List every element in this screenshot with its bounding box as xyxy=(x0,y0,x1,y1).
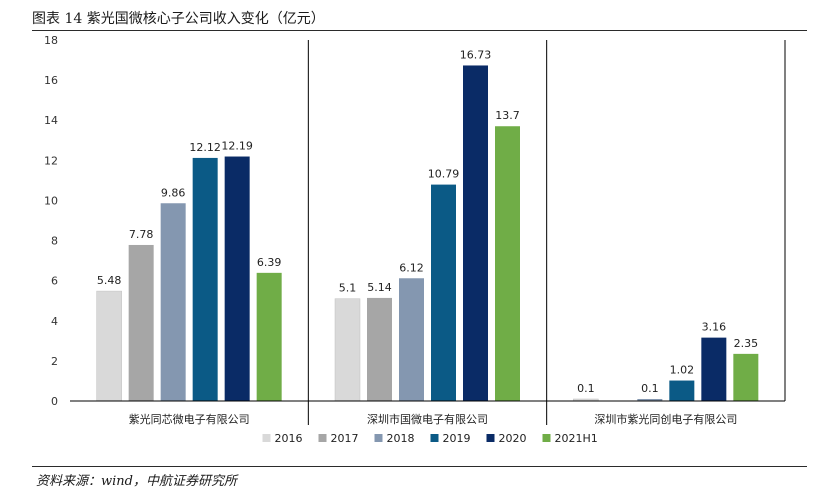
y-tick-label: 8 xyxy=(51,235,58,248)
y-tick-label: 2 xyxy=(51,355,58,368)
top-rule xyxy=(32,30,807,31)
data-label: 2.35 xyxy=(734,337,759,350)
category-label: 紫光同芯微电子有限公司 xyxy=(129,412,250,426)
data-label: 12.19 xyxy=(221,140,253,153)
legend-label: 2021H1 xyxy=(555,432,598,445)
bar-2021H1-2 xyxy=(495,126,520,401)
legend-swatch-2020 xyxy=(486,434,495,442)
y-tick-label: 0 xyxy=(51,395,58,408)
source-note: 资料来源：wind，中航证券研究所 xyxy=(36,474,237,489)
data-label: 0.1 xyxy=(641,382,659,395)
bar-2020-3 xyxy=(701,337,727,401)
legend-swatch-2021H1 xyxy=(542,434,551,442)
legend-label: 2018 xyxy=(387,432,415,445)
bar-2021H1-1 xyxy=(256,272,282,401)
bottom-rule xyxy=(32,466,807,467)
y-tick-label: 18 xyxy=(44,34,58,47)
bar-2019-2 xyxy=(431,184,456,401)
bar-2016-1 xyxy=(96,290,122,402)
legend-label: 2017 xyxy=(331,432,359,445)
bar-2018-1 xyxy=(160,203,186,401)
figure-title: 图表 14 紫光国微核心子公司收入变化（亿元） xyxy=(32,11,325,27)
legend-swatch-2018 xyxy=(374,434,383,442)
data-label: 16.73 xyxy=(460,48,492,61)
legend-label: 2016 xyxy=(275,432,303,445)
data-label: 5.1 xyxy=(339,282,357,295)
data-label: 1.02 xyxy=(670,364,695,377)
data-label: 3.16 xyxy=(702,321,727,334)
bar-2019-1 xyxy=(192,157,218,401)
y-tick-label: 16 xyxy=(44,74,58,87)
bar-2017-1 xyxy=(128,244,154,401)
y-tick-label: 6 xyxy=(51,275,58,288)
data-label: 6.12 xyxy=(399,261,424,274)
data-label: 6.39 xyxy=(257,256,282,269)
bar-2018-3 xyxy=(637,398,663,401)
y-tick-label: 4 xyxy=(51,315,58,328)
data-label: 0.1 xyxy=(577,382,595,395)
data-label: 13.7 xyxy=(495,109,520,122)
data-label: 7.78 xyxy=(129,228,154,241)
bar-2017-2 xyxy=(367,297,392,401)
bar-2016-2 xyxy=(334,298,361,402)
legend-swatch-2016 xyxy=(262,434,271,442)
data-label: 12.12 xyxy=(189,141,221,154)
legend-label: 2020 xyxy=(499,432,527,445)
y-tick-label: 14 xyxy=(44,114,58,127)
data-label: 5.14 xyxy=(367,281,392,294)
legend-swatch-2019 xyxy=(430,434,439,442)
legend-label: 2019 xyxy=(443,432,471,445)
bar-2018-2 xyxy=(399,278,424,401)
category-label: 深圳市国微电子有限公司 xyxy=(367,412,488,426)
bar-2019-3 xyxy=(669,380,695,401)
y-tick-label: 10 xyxy=(44,194,58,207)
bar-2020-2 xyxy=(463,65,488,402)
y-tick-label: 12 xyxy=(44,154,58,167)
legend-swatch-2017 xyxy=(318,434,327,442)
data-label: 9.86 xyxy=(161,186,186,199)
bar-2021H1-3 xyxy=(733,353,759,401)
data-label: 10.79 xyxy=(428,168,460,181)
bar-2020-1 xyxy=(224,156,250,401)
category-label: 深圳市紫光同创电子有限公司 xyxy=(594,412,737,426)
data-label: 5.48 xyxy=(97,274,122,287)
